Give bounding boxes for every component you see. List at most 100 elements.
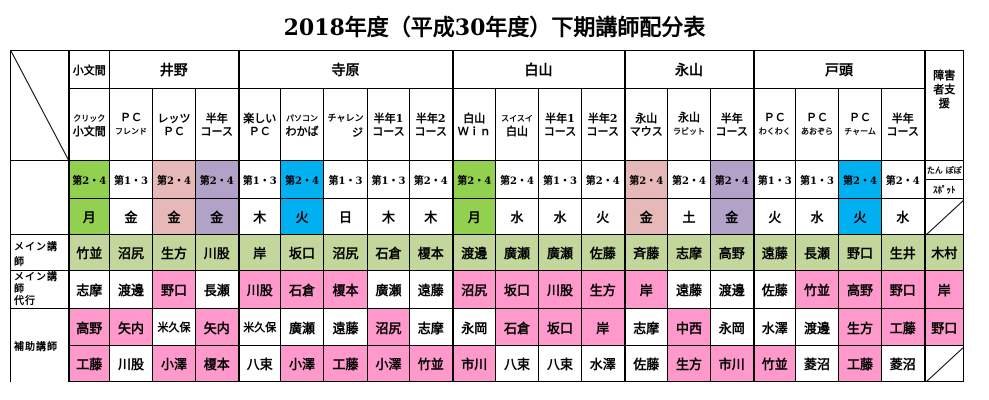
deputy-row: メイン講師 代行 志摩 渡邊 野口 長瀬 川股 石倉 榎本 廣瀬 遠藤 沼尻 坂… xyxy=(10,270,964,309)
deputy-cell: 竹並 xyxy=(795,270,839,309)
diagonal-line xyxy=(926,347,963,381)
assist-cell: 市川 xyxy=(451,345,496,382)
main-cell: 遠藤 xyxy=(752,234,796,271)
schedule-cell: 第2・4 xyxy=(451,160,496,199)
assist-cell: 廣瀬 xyxy=(280,308,324,346)
course-bottom: コース xyxy=(414,124,447,138)
day-cell: 木 xyxy=(237,198,281,235)
schedule-cell: 第1・3 xyxy=(795,160,839,199)
course-cell: ＰＣ チャーム xyxy=(838,88,882,161)
assist-cell: 遠藤 xyxy=(323,308,368,346)
deputy-cell: 野口 xyxy=(881,270,925,309)
assist-cell: 高野 xyxy=(67,308,110,346)
main-cell: 長瀬 xyxy=(795,234,839,271)
course-bottom: コース xyxy=(200,124,233,138)
course-bottom: ＰＣ xyxy=(163,124,185,138)
course-row: クリック 小文間 ＰＣ フレンド レッツ ＰＣ 半年 コース 楽しい ＰＣ パソコン わかば… xyxy=(11,88,964,161)
assist-cell: 志摩 xyxy=(409,308,453,346)
course-cell: ＰＣ あおぞら xyxy=(795,88,839,161)
course-cell: 半年 コース xyxy=(710,88,754,161)
course-top: 半年1 xyxy=(545,111,575,125)
assist-cell: 竹並 xyxy=(409,345,453,382)
day-cell: 金 xyxy=(623,198,668,235)
main-cell: 廣瀬 xyxy=(538,234,582,271)
course-cell: 白山 Ｗｉｎ xyxy=(451,88,496,161)
course-bottom: コース xyxy=(543,124,577,138)
day-cell: 木 xyxy=(409,198,453,235)
course-cell: クリック 小文間 xyxy=(67,88,110,161)
area-shogaisha-label: 障害者支援 xyxy=(933,69,956,110)
main-cell: 竹並 xyxy=(67,234,110,271)
assist-cell: 矢内 xyxy=(195,308,239,346)
assist-cell: 水澤 xyxy=(581,345,625,382)
main-cell: 榎本 xyxy=(409,234,453,271)
schedule-cell: 第2・4 xyxy=(495,160,539,199)
day-cell: 木 xyxy=(367,198,410,235)
deputy-cell: 川股 xyxy=(538,270,582,309)
assist-cell: 矢内 xyxy=(109,308,153,346)
main-cell: 斉藤 xyxy=(623,234,668,271)
deputy-cell: 岸 xyxy=(623,270,668,309)
schedule-cell: 第2・4 xyxy=(195,160,239,199)
schedule-row: 第2・4 第1・3 第2・4 第2・4 第1・3 第2・4 第1・3 第1・3 … xyxy=(10,160,964,199)
assist-cell: 米久保 xyxy=(237,308,281,346)
course-top: チャレン xyxy=(327,113,364,124)
deputy-cell: 生方 xyxy=(581,270,625,309)
main-cell: 渡邊 xyxy=(451,234,496,271)
day-cell: 月 xyxy=(67,198,110,235)
deputy-cell: 佐藤 xyxy=(752,270,796,309)
course-bottom: ＰＣ xyxy=(248,124,271,138)
schedule-cell: 第1・3 xyxy=(367,160,410,199)
page-title: 2018年度（平成30年度）下期講師配分表 xyxy=(283,15,706,41)
course-bottom: マウス xyxy=(629,124,663,138)
course-top: 永山 xyxy=(678,111,700,124)
course-bottom: あおぞら xyxy=(801,126,833,136)
deputy-cell: 高野 xyxy=(838,270,882,309)
schedule-cell: 第1・3 xyxy=(237,160,281,199)
main-cell: 廣瀬 xyxy=(495,234,539,271)
deputy-cell: 遠藤 xyxy=(667,270,711,309)
blank-cell xyxy=(10,160,69,199)
schedule-cell: 第1・3 xyxy=(752,160,796,199)
course-cell: パソコン わかば xyxy=(280,88,324,161)
blank-cell xyxy=(10,198,69,235)
main-cell: 高野 xyxy=(710,234,754,271)
tanpopo-label: たん ぽぽ xyxy=(926,162,963,180)
course-cell: ＰＣ フレンド xyxy=(109,88,153,161)
course-top: 半年 xyxy=(720,111,743,125)
main-cell: 木村 xyxy=(923,234,964,271)
assist-cell: 市川 xyxy=(710,345,754,382)
area-shogaisha: 障害者支援 xyxy=(923,50,964,161)
day-cell: 月 xyxy=(451,198,496,235)
assist-cell: 石倉 xyxy=(495,308,539,346)
main-cell: 岸 xyxy=(237,234,281,271)
corner-cell xyxy=(10,50,69,161)
course-bottom: フレンド xyxy=(115,126,147,136)
day-cell: 金 xyxy=(710,198,754,235)
course-bottom: Ｗｉｎ xyxy=(457,124,491,138)
diagonal-line xyxy=(11,51,68,160)
deputy-cell: 岸 xyxy=(923,270,964,309)
course-top: 半年2 xyxy=(587,111,618,125)
deputy-cell: 渡邊 xyxy=(109,270,153,309)
assist-cell: 工藤 xyxy=(67,345,110,382)
course-cell: レッツ ＰＣ xyxy=(152,88,196,161)
course-top: ＰＣ xyxy=(849,111,871,124)
course-cell: 半年2 コース xyxy=(581,88,625,161)
course-bottom: ラビット xyxy=(673,126,705,136)
course-top: 半年2 xyxy=(415,111,446,125)
day-cell: 火 xyxy=(581,198,625,235)
course-top: パソコン xyxy=(286,113,318,123)
deputy-cell: 野口 xyxy=(152,270,196,309)
assist-cell: 工藤 xyxy=(881,308,925,346)
schedule-cell: 第1・3 xyxy=(323,160,368,199)
course-bottom: 白山 xyxy=(506,125,528,138)
day-cell: 日 xyxy=(323,198,368,235)
course-bottom: コース xyxy=(886,124,919,138)
main-cell: 川股 xyxy=(195,234,239,271)
main-cell: 生方 xyxy=(152,234,196,271)
area-nagayama: 永山 xyxy=(623,50,754,89)
day-cell: 金 xyxy=(109,198,153,235)
blank-diagonal-cell xyxy=(923,345,964,382)
deputy-cell: 志摩 xyxy=(67,270,110,309)
